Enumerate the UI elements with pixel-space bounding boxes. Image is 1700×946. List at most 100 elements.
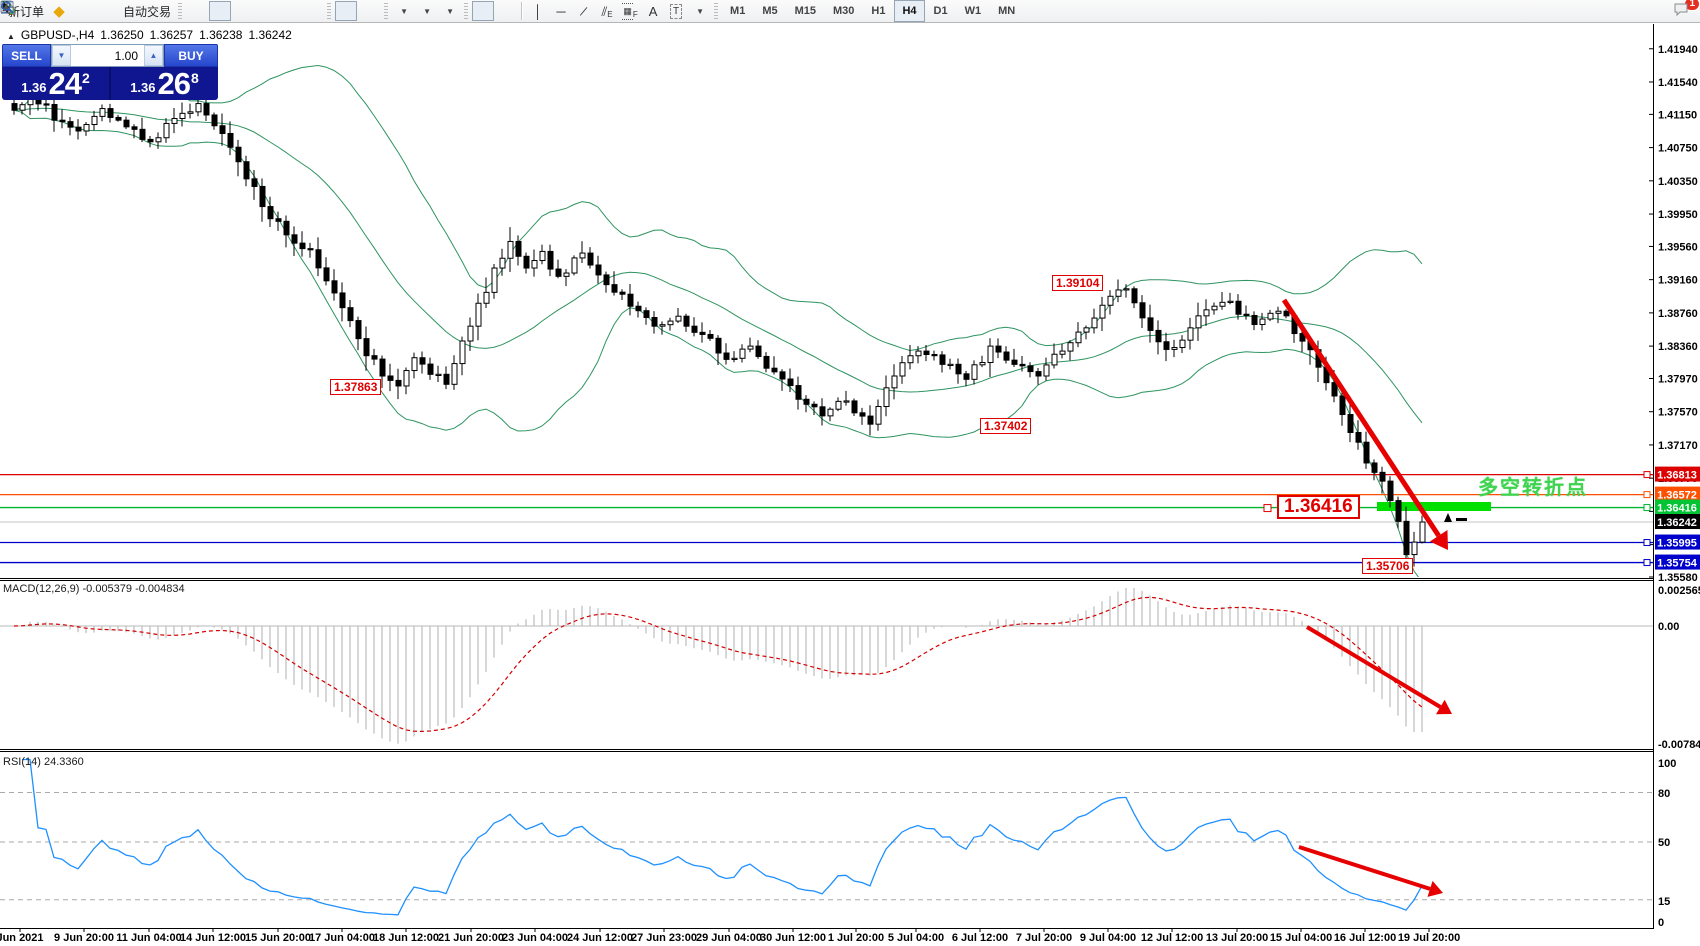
label-anchor-handle[interactable] — [1263, 504, 1272, 513]
timeframe-w1[interactable]: W1 — [964, 5, 982, 17]
signals-button[interactable] — [1, 1, 116, 21]
bear-candle — [1347, 414, 1354, 433]
time-axis-label: 1 Jul 20:00 — [828, 932, 884, 944]
bull-candle — [451, 363, 458, 385]
toolbar-drag-handle[interactable] — [384, 3, 389, 19]
toolbar-drag-handle[interactable] — [714, 3, 719, 19]
macd-signal-line — [13, 596, 1423, 733]
buy-button[interactable]: BUY — [164, 44, 218, 67]
price-axis-label: 1.41540 — [1658, 77, 1698, 89]
bear-candle — [1403, 520, 1410, 556]
metaeditor-button[interactable]: ◆ — [48, 1, 70, 21]
sell-price[interactable]: 1.36 24 2 — [2, 67, 109, 100]
collapse-icon[interactable]: ▲ — [7, 32, 15, 41]
tile-windows-button[interactable] — [1, 1, 323, 21]
trendline-tool[interactable]: ∕ — [573, 1, 595, 21]
auto-scroll-button[interactable] — [1, 1, 380, 21]
templates-button[interactable]: ▼ — [0, 1, 460, 21]
candlestick-chart-button[interactable] — [1, 1, 232, 21]
toolbar-drag-handle[interactable] — [178, 3, 183, 19]
bear-candle — [1131, 288, 1138, 304]
trend-arrow[interactable] — [1305, 625, 1442, 709]
line-anchor-handle[interactable] — [1643, 471, 1651, 479]
vertical-line-tool[interactable]: │ — [527, 1, 549, 21]
time-axis-label: 30 Jun 12:00 — [760, 932, 826, 944]
price-marker-dash[interactable] — [1456, 518, 1467, 521]
timeframe-m15[interactable]: M15 — [794, 5, 816, 17]
bull-candle — [731, 357, 738, 361]
bull-candle — [1211, 305, 1218, 311]
bear-candle — [43, 103, 50, 106]
zoom-in-button[interactable] — [1, 1, 277, 21]
bollinger-middle — [13, 107, 1423, 424]
timeframe-m1[interactable]: M1 — [730, 5, 746, 17]
bear-candle — [427, 363, 434, 375]
bull-candle — [459, 340, 466, 365]
volume-value[interactable]: 1.00 — [114, 48, 138, 63]
line-anchor-handle[interactable] — [1643, 504, 1651, 512]
new-chart-button[interactable]: ▼ — [0, 1, 414, 21]
bear-candle — [715, 337, 722, 354]
line-anchor-handle[interactable] — [1643, 539, 1651, 547]
text-tool[interactable]: A — [642, 1, 664, 21]
horizontal-line-tool[interactable]: ─ — [550, 1, 572, 21]
line-anchor-handle[interactable] — [1643, 559, 1651, 567]
line-chart-button[interactable] — [0, 1, 254, 21]
bear-candle — [59, 119, 66, 123]
crosshair-tool-button[interactable] — [1, 1, 517, 21]
bear-candle — [683, 315, 690, 327]
trend-arrow[interactable] — [1281, 298, 1441, 538]
search-button[interactable] — [1, 1, 1671, 21]
community-button[interactable] — [0, 1, 93, 21]
channel-icon: ⫽ — [601, 3, 608, 19]
bar-chart-button[interactable] — [1, 1, 208, 21]
text-label-tool[interactable]: T — [665, 1, 687, 21]
volume-decrease-button[interactable]: ▼ — [52, 45, 71, 66]
key-level-bar[interactable] — [1377, 502, 1491, 511]
timeframe-m30[interactable]: M30 — [833, 5, 855, 17]
channel-tool[interactable]: ⫽ E — [596, 1, 618, 21]
cursor-tool-button[interactable] — [3, 1, 495, 21]
toolbar-drag-handle[interactable] — [464, 3, 469, 19]
timeframe-h1[interactable]: H1 — [871, 5, 886, 17]
bear-candle — [363, 338, 370, 357]
sell-button[interactable]: SELL — [2, 44, 51, 67]
macd-value: -0.005379 — [82, 583, 133, 595]
bear-candle — [347, 307, 354, 322]
price-badge — [1655, 534, 1700, 550]
fibonacci-tool[interactable]: ▦ F — [619, 1, 641, 21]
price-axis-label: 1.41940 — [1658, 44, 1698, 56]
volume-increase-button[interactable]: ▲ — [144, 45, 163, 66]
bull-candle — [659, 324, 666, 327]
buy-price-prefix: 1.36 — [130, 80, 156, 95]
auto-trading-button[interactable]: 自动交易 — [0, 1, 174, 21]
price-marker-arrow[interactable] — [1444, 513, 1452, 522]
zoom-out-button[interactable] — [1, 1, 300, 21]
bear-candle — [1299, 333, 1306, 342]
toolbar-drag-handle[interactable] — [327, 3, 332, 19]
bear-candle — [1019, 363, 1026, 367]
one-click-trading-panel: SELL ▼ 1.00 ▲ BUY 1.36 24 2 1.36 26 8 — [2, 44, 218, 100]
bollinger-upper — [13, 64, 1423, 352]
sell-price-pip: 2 — [82, 70, 90, 86]
bear-candle — [283, 220, 290, 236]
time-axis-label: 17 Jun 04:00 — [309, 932, 375, 944]
timeframe-mn[interactable]: MN — [998, 5, 1016, 17]
bull-candle — [155, 137, 162, 143]
line-anchor-handle[interactable] — [1643, 491, 1651, 499]
chat-button[interactable]: 1 — [1672, 0, 1700, 21]
price-badge — [1655, 554, 1700, 570]
buy-price[interactable]: 1.36 26 8 — [111, 67, 218, 100]
periods-button[interactable]: ▼ — [1, 1, 437, 21]
bear-candle — [323, 267, 330, 282]
timeframe-d1[interactable]: D1 — [933, 5, 948, 17]
arrows-tool[interactable]: ▼ — [3, 1, 710, 21]
trendline-icon: ∕ — [581, 3, 587, 19]
timeframe-m5[interactable]: M5 — [762, 5, 778, 17]
time-axis-label: 29 Jun 04:00 — [696, 932, 762, 944]
chart-shift-button[interactable] — [1, 1, 358, 21]
trend-arrow[interactable] — [1298, 845, 1431, 891]
timeframe-h4[interactable]: H4 — [894, 0, 925, 22]
bull-candle — [531, 260, 538, 269]
